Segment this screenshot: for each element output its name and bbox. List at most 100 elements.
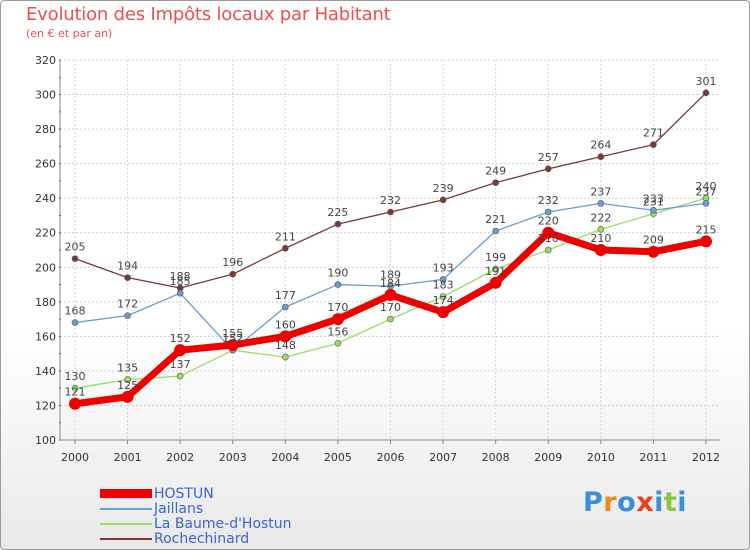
x-tick-label: 2010 [587,451,615,464]
y-tick-label: 240 [35,192,56,205]
y-tick-label: 160 [35,330,56,343]
legend-label-la-baume: La Baume-d'Hostun [154,516,292,532]
data-label-jaillans: 177 [275,289,296,302]
logo-letter: i [654,487,664,518]
data-point-hostun [489,276,502,289]
data-label-jaillans: 185 [170,275,191,288]
y-tick-label: 100 [35,434,56,447]
data-point-jaillans [544,208,552,216]
data-point-hostun [384,288,397,301]
data-point-la-baume-d-hostun [334,339,342,347]
data-label-jaillans: 221 [485,213,506,226]
data-point-rochechinard [334,220,342,228]
data-point-hostun [437,306,450,319]
data-label-la-baume-d-hostun: 231 [643,196,664,209]
x-tick-label: 2001 [114,451,142,464]
data-label-jaillans: 232 [538,194,559,207]
data-point-la-baume-d-hostun [544,246,552,254]
data-label-hostun: 121 [65,386,86,399]
x-tick-label: 2005 [324,451,352,464]
data-point-la-baume-d-hostun [71,384,79,392]
data-label-rochechinard: 264 [590,139,611,152]
data-label-hostun: 184 [380,277,401,290]
data-point-la-baume-d-hostun [439,293,447,300]
y-tick-label: 140 [35,365,56,378]
x-tick-label: 2012 [692,451,720,464]
legend-swatch-la-baume [100,523,152,525]
logo-letter: t [663,487,678,518]
legend-label-hostun: HOSTUN [154,486,214,502]
data-point-rochechinard [544,165,552,173]
data-point-hostun [331,313,344,326]
x-tick-label: 2002 [166,451,194,464]
logo-letter: x [636,487,655,518]
legend-label-rochechinard: Rochechinard [154,531,250,547]
data-label-hostun: 170 [327,301,348,314]
x-tick-label: 2008 [482,451,510,464]
data-label-jaillans: 152 [222,332,243,345]
x-tick-label: 2003 [219,451,247,464]
data-point-hostun [700,235,712,248]
data-label-hostun: 210 [590,232,611,245]
data-point-hostun [121,390,134,403]
data-label-hostun: 125 [117,379,138,392]
data-point-rochechinard [71,255,79,262]
logo-letter: o [617,487,637,518]
data-label-rochechinard: 196 [222,256,243,269]
data-label-hostun: 174 [433,294,454,307]
data-point-rochechinard [702,89,710,97]
logo-letter: i [677,487,688,518]
data-label-rochechinard: 249 [485,165,506,178]
data-label-la-baume-d-hostun: 156 [327,325,348,338]
data-point-jaillans [439,276,447,283]
data-label-la-baume-d-hostun: 135 [117,362,138,375]
data-point-la-baume-d-hostun [124,376,131,383]
data-point-rochechinard [229,270,237,278]
data-label-rochechinard: 257 [538,151,559,164]
chart-subtitle: (en € et par an) [26,27,113,40]
data-point-la-baume-d-hostun [387,315,394,323]
data-label-la-baume-d-hostun: 222 [590,211,611,224]
data-label-hostun: 155 [222,327,243,340]
series-line-rochechinard [74,92,707,289]
data-label-jaillans: 168 [65,305,86,318]
x-tick-label: 2000 [61,451,89,464]
data-point-jaillans [282,303,289,311]
y-tick-label: 120 [35,399,56,412]
data-point-jaillans [702,200,710,207]
data-label-jaillans: 237 [590,185,611,198]
data-label-rochechinard: 188 [170,270,191,283]
y-tick-label: 260 [35,158,56,171]
data-label-rochechinard: 301 [696,75,717,88]
y-tick-label: 320 [35,54,56,67]
data-point-la-baume-d-hostun [282,353,289,361]
data-label-jaillans: 237 [696,185,717,198]
data-label-rochechinard: 205 [65,241,86,254]
y-tick-label: 200 [35,261,56,274]
legend-label-jaillans: Jaillans [154,501,204,517]
data-label-la-baume-d-hostun: 170 [380,301,401,314]
data-point-jaillans [124,312,131,319]
data-point-jaillans [597,200,605,207]
data-label-jaillans: 233 [643,192,664,205]
data-point-jaillans [492,227,499,235]
x-tick-label: 2009 [534,451,562,464]
data-label-la-baume-d-hostun: 183 [433,279,454,292]
data-label-la-baume-d-hostun: 199 [485,251,506,264]
data-point-jaillans [176,289,184,297]
data-label-hostun: 220 [538,215,559,228]
chart-title: Evolution des Impôts locaux par Habitant [26,4,391,25]
data-point-rochechinard [439,196,447,204]
data-label-jaillans: 172 [117,298,138,311]
y-tick-label: 280 [35,123,56,136]
data-label-hostun: 209 [643,234,664,247]
data-label-la-baume-d-hostun: 148 [275,339,296,352]
logo-letter: r [603,487,618,518]
data-label-rochechinard: 194 [117,260,138,273]
y-tick-label: 180 [35,296,56,309]
data-label-rochechinard: 239 [433,182,454,195]
data-point-la-baume-d-hostun [597,225,605,233]
data-point-jaillans [334,281,342,288]
data-label-hostun: 152 [170,332,191,345]
